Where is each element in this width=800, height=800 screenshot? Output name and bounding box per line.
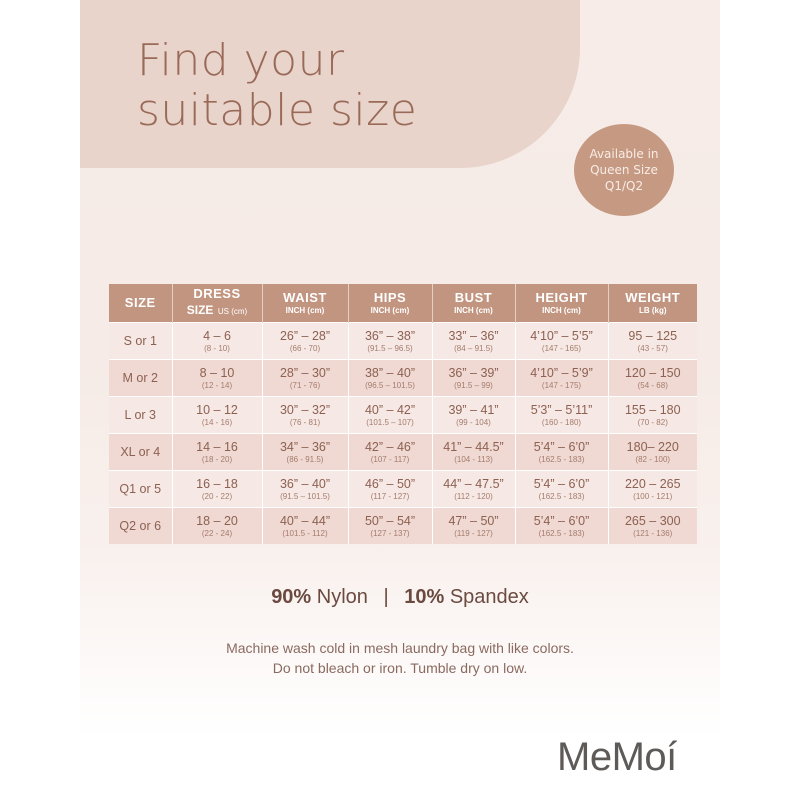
size-cell: M or 2 (109, 359, 173, 397)
height-cell: 5’3” – 5’11” (160 - 180) (515, 396, 609, 434)
height-cell: 5’4” – 6’0” (162.5 - 183) (515, 507, 609, 544)
header-waist: WAIST INCH (cm) (262, 284, 349, 323)
bust-cell: 33” – 36” (84 – 91.5) (432, 322, 516, 360)
table-header-row: SIZE DRESS SIZE US (cm) WAIST INCH (cm) … (109, 284, 697, 323)
waist-cell: 34” – 36” (86 - 91.5) (262, 433, 349, 471)
waist-cell: 36” – 40” (91.5 – 101.5) (262, 470, 349, 508)
badge-line-2: Queen Size (590, 163, 658, 177)
hips-cell: 36” – 38” (91.5 – 96.5) (348, 322, 433, 360)
hips-cell: 50” – 54” (127 - 137) (348, 507, 433, 544)
header-dress-size: DRESS SIZE US (cm) (172, 284, 263, 323)
weight-cell: 180– 220 (82 - 100) (608, 433, 697, 471)
dress-cell: 4 – 6 (8 - 10) (172, 322, 263, 360)
waist-cell: 30” – 32” (76 - 81) (262, 396, 349, 434)
badge-line-1: Available in (589, 147, 659, 161)
weight-cell: 220 – 265 (100 - 121) (608, 470, 697, 508)
table-row: M or 2 8 – 10 (12 - 14) 28” – 30” (71 - 76… (109, 359, 697, 397)
decorative-blob (80, 0, 580, 168)
height-cell: 4’10” – 5’9” (147 - 175) (515, 359, 609, 397)
bust-cell: 44” – 47.5” (112 - 120) (432, 470, 516, 508)
care-instructions: Machine wash cold in mesh laundry bag wi… (80, 638, 720, 678)
header-bust: BUST INCH (cm) (432, 284, 516, 323)
size-cell: S or 1 (109, 322, 173, 360)
size-cell: Q1 or 5 (109, 470, 173, 508)
height-cell: 5’4” – 6’0” (162.5 - 183) (515, 433, 609, 471)
size-cell: Q2 or 6 (109, 507, 173, 544)
spandex-percent: 10% (404, 586, 445, 608)
weight-cell: 120 – 150 (54 - 68) (608, 359, 697, 397)
weight-cell: 95 – 125 (43 - 57) (608, 322, 697, 360)
title-line-2: suitable size (137, 85, 418, 136)
queen-size-badge: Available in Queen Size Q1/Q2 (574, 124, 674, 216)
dress-cell: 18 – 20 (22 - 24) (172, 507, 263, 544)
size-cell: XL or 4 (109, 433, 173, 471)
height-cell: 4’10” – 5’5” (147 - 165) (515, 322, 609, 360)
title-line-1: Find your (137, 35, 345, 86)
nylon-label: Nylon (316, 586, 368, 608)
waist-cell: 40” – 44” (101.5 - 112) (262, 507, 349, 544)
size-guide-card: Find your suitable size Available in Que… (80, 0, 720, 800)
header-height: HEIGHT INCH (cm) (515, 284, 609, 323)
header-weight: WEIGHT LB (kg) (608, 284, 697, 323)
waist-cell: 26” – 28” (66 - 70) (262, 322, 349, 360)
weight-cell: 155 – 180 (70 - 82) (608, 396, 697, 434)
hips-cell: 40” – 42” (101.5 – 107) (348, 396, 433, 434)
badge-line-3: Q1/Q2 (604, 179, 644, 193)
page-title: Find your suitable size (137, 36, 417, 136)
spandex-label: Spandex (449, 586, 529, 608)
weight-cell: 265 – 300 (121 - 136) (608, 507, 697, 544)
care-line-1: Machine wash cold in mesh laundry bag wi… (226, 640, 574, 656)
header-size: SIZE (109, 284, 173, 323)
dress-cell: 8 – 10 (12 - 14) (172, 359, 263, 397)
hips-cell: 46” – 50” (117 - 127) (348, 470, 433, 508)
waist-cell: 28” – 30” (71 - 76) (262, 359, 349, 397)
table-row: XL or 4 14 – 16 (18 - 20) 34” – 36” (86 - … (109, 433, 697, 471)
table-row: Q2 or 6 18 – 20 (22 - 24) 40” – 44” (101.5… (109, 507, 697, 544)
bust-cell: 39” – 41” (99 - 104) (432, 396, 516, 434)
hips-cell: 38” – 40” (96.5 – 101.5) (348, 359, 433, 397)
header-hips: HIPS INCH (cm) (348, 284, 433, 323)
bust-cell: 41” – 44.5” (104 - 113) (432, 433, 516, 471)
dress-cell: 10 – 12 (14 - 16) (172, 396, 263, 434)
bust-cell: 47” – 50” (119 - 127) (432, 507, 516, 544)
table-row: L or 3 10 – 12 (14 - 16) 30” – 32” (76 - 8… (109, 396, 697, 434)
dress-cell: 14 – 16 (18 - 20) (172, 433, 263, 471)
size-chart-table: SIZE DRESS SIZE US (cm) WAIST INCH (cm) … (109, 284, 697, 544)
hips-cell: 42” – 46” (107 - 117) (348, 433, 433, 471)
nylon-percent: 90% (271, 586, 312, 608)
table-row: Q1 or 5 16 – 18 (20 - 22) 36” – 40” (91.5 … (109, 470, 697, 508)
height-cell: 5’4” – 6’0” (162.5 - 183) (515, 470, 609, 508)
fabric-composition: 90% Nylon | 10% Spandex (80, 586, 720, 609)
size-cell: L or 3 (109, 396, 173, 434)
table-row: S or 1 4 – 6 (8 - 10) 26” – 28” (66 - 70) … (109, 322, 697, 360)
care-line-2: Do not bleach or iron. Tumble dry on low… (272, 660, 528, 676)
fabric-separator: | (383, 586, 389, 608)
brand-logo: MeMoí (557, 735, 677, 779)
bust-cell: 36” – 39” (91.5 – 99) (432, 359, 516, 397)
dress-cell: 16 – 18 (20 - 22) (172, 470, 263, 508)
